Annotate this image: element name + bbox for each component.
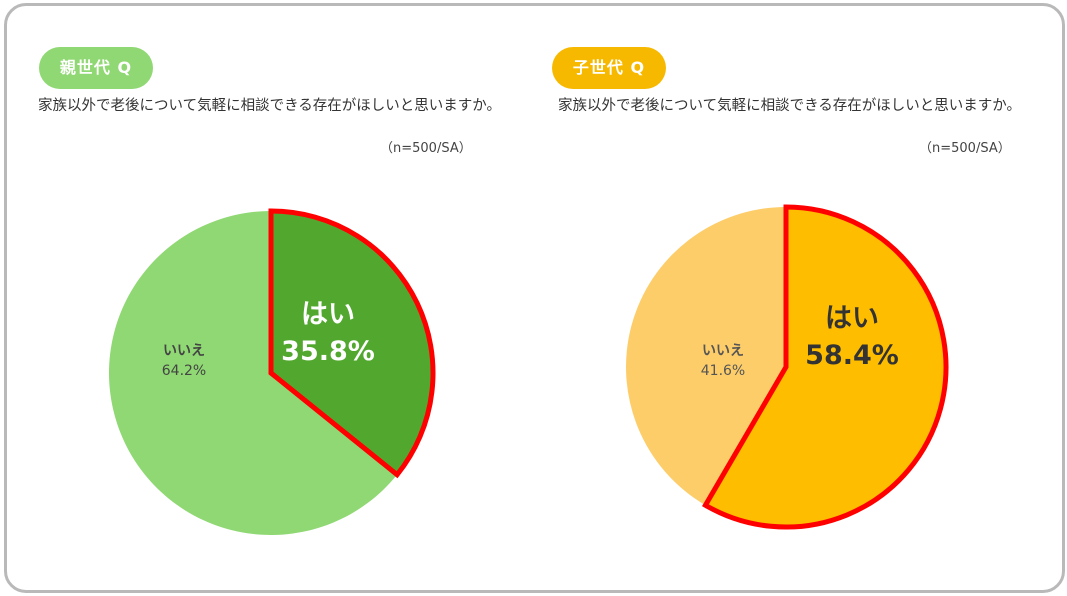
slice-value-no: 64.2% [162,363,206,379]
pie-slice-yes [268,208,436,479]
slice-value-yes: 35.8% [281,336,375,367]
parent-generation-badge: 親世代 Q [39,47,153,89]
parent-pie-chart: はい 35.8% いいえ 64.2% [108,208,436,536]
child-generation-panel: 子世代 Q 家族以外で老後について気軽に相談できる存在がほしいと思いますか。 （… [534,0,1067,596]
slice-label-yes: はい [301,299,355,330]
slice-value-no: 41.6% [701,363,745,379]
slice-label-no: いいえ [702,343,744,359]
child-question-text: 家族以外で老後について気軽に相談できる存在がほしいと思いますか。 [558,98,1021,114]
pie-slice-no [108,211,398,536]
slice-label-no: いいえ [163,343,205,359]
parent-generation-panel: 親世代 Q 家族以外で老後について気軽に相談できる存在がほしいと思いますか。 （… [38,47,501,536]
child-sample-note: （n=500/SA） [919,141,1011,156]
child-generation-badge: 子世代 Q [552,47,666,89]
child-pie-chart: はい 58.4% いいえ 41.6% [626,204,949,530]
parent-question-text: 家族以外で老後について気軽に相談できる存在がほしいと思いますか。 [38,98,501,114]
pie-slice-yes [701,204,949,530]
slice-value-yes: 58.4% [805,340,899,371]
parent-sample-note: （n=500/SA） [380,141,472,156]
slice-label-yes: はい [825,303,879,334]
